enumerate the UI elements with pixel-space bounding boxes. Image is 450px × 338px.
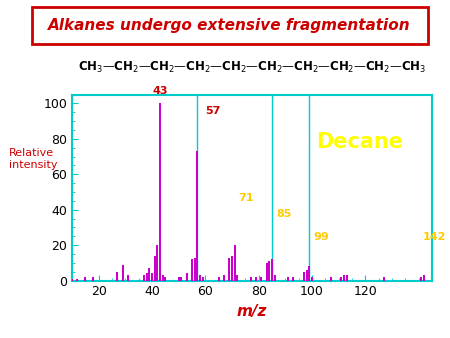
- Text: 142: 142: [423, 232, 446, 242]
- Bar: [186, 273, 188, 281]
- Bar: [199, 275, 201, 281]
- Text: CH$_3$—CH$_2$—CH$_2$—CH$_2$—CH$_2$—CH$_2$—CH$_2$—CH$_2$—CH$_2$—CH$_3$: CH$_3$—CH$_2$—CH$_2$—CH$_2$—CH$_2$—CH$_2…: [78, 60, 426, 75]
- Bar: [71, 279, 73, 281]
- Bar: [287, 277, 289, 281]
- Bar: [303, 272, 305, 281]
- Bar: [308, 266, 310, 281]
- Bar: [148, 268, 150, 281]
- Bar: [202, 277, 203, 281]
- Bar: [383, 277, 385, 281]
- Bar: [223, 275, 225, 281]
- Text: Decane: Decane: [316, 132, 404, 152]
- Bar: [340, 277, 342, 281]
- Bar: [330, 277, 332, 281]
- Bar: [85, 277, 86, 281]
- Text: 85: 85: [276, 209, 292, 219]
- Text: 57: 57: [205, 106, 220, 116]
- Bar: [191, 259, 193, 281]
- Bar: [268, 261, 270, 281]
- Bar: [117, 272, 118, 281]
- X-axis label: m/z: m/z: [237, 304, 267, 319]
- Bar: [92, 277, 94, 281]
- Bar: [234, 245, 236, 281]
- Bar: [76, 279, 78, 281]
- Bar: [231, 256, 233, 281]
- Bar: [180, 277, 182, 281]
- Bar: [255, 277, 257, 281]
- Bar: [218, 277, 220, 281]
- Bar: [122, 265, 124, 281]
- Bar: [164, 277, 166, 281]
- Bar: [194, 258, 196, 281]
- FancyBboxPatch shape: [32, 7, 427, 44]
- Bar: [271, 259, 273, 281]
- Bar: [250, 277, 252, 281]
- Bar: [292, 277, 294, 281]
- Bar: [127, 275, 129, 281]
- Bar: [154, 256, 156, 281]
- Bar: [266, 263, 268, 281]
- Bar: [162, 275, 164, 281]
- Bar: [346, 275, 347, 281]
- Bar: [236, 275, 238, 281]
- Text: Alkanes undergo extensive fragmentation: Alkanes undergo extensive fragmentation: [48, 18, 411, 33]
- Text: 99: 99: [313, 232, 329, 242]
- Text: 71: 71: [238, 193, 254, 203]
- Bar: [157, 245, 158, 281]
- Text: Relative
intensity: Relative intensity: [9, 148, 58, 170]
- Bar: [261, 277, 262, 281]
- Bar: [146, 273, 148, 281]
- Bar: [151, 273, 153, 281]
- Text: 43: 43: [152, 87, 168, 96]
- Bar: [420, 277, 422, 281]
- Bar: [229, 258, 230, 281]
- Bar: [274, 275, 275, 281]
- Bar: [423, 275, 425, 281]
- Bar: [343, 275, 345, 281]
- Bar: [306, 270, 308, 281]
- Bar: [159, 103, 161, 281]
- Bar: [143, 275, 145, 281]
- Bar: [178, 277, 180, 281]
- Bar: [311, 277, 313, 281]
- Bar: [196, 151, 198, 281]
